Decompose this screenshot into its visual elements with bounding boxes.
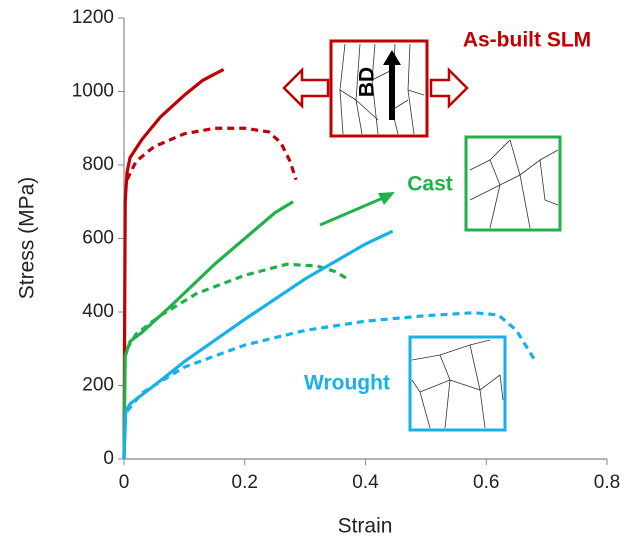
wrought-label: Wrought — [304, 372, 390, 395]
stress-strain-curve — [125, 126, 298, 181]
y-tick-label: 600 — [82, 228, 114, 249]
x-tick-label: 0.2 — [232, 472, 258, 493]
stress-strain-curve — [122, 200, 294, 460]
x-tick-label: 0 — [119, 472, 130, 493]
y-tick-label: 400 — [82, 301, 114, 322]
slm-inset: BD — [282, 39, 469, 138]
stress-strain-curve — [125, 311, 536, 413]
slm-label: As-built SLM — [463, 29, 591, 52]
x-axis-label: Strain — [338, 515, 393, 538]
x-tick-label: 0.4 — [352, 472, 379, 493]
x-tick-label: 0.8 — [594, 472, 620, 493]
stress-strain-curve — [122, 229, 394, 460]
x-tick-label: 0.6 — [473, 472, 499, 493]
y-tick-label: 1000 — [72, 81, 114, 102]
stress-strain-curve — [125, 262, 352, 350]
stress-strain-curve — [122, 68, 225, 460]
wrought-inset — [408, 335, 507, 432]
y-tick-label: 800 — [82, 154, 114, 175]
cast-inset — [319, 135, 562, 232]
y-tick-label: 200 — [82, 375, 114, 396]
y-axis-label: Stress (MPa) — [16, 177, 39, 300]
y-tick-label: 0 — [103, 448, 114, 469]
cast-label: Cast — [407, 173, 453, 196]
bd-label: BD — [356, 67, 379, 97]
y-tick-label: 1200 — [72, 7, 114, 28]
